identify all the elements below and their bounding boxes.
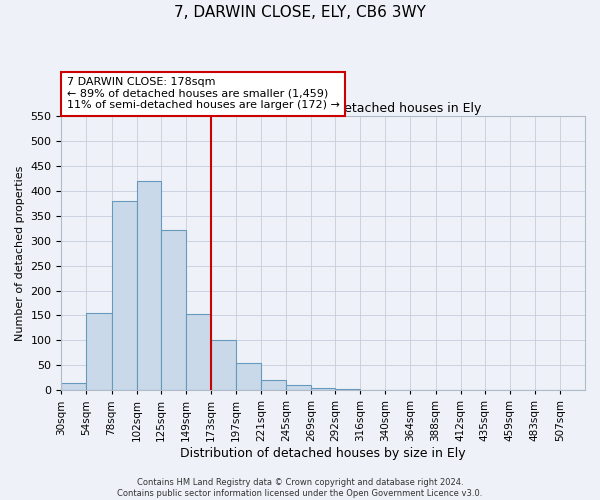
Text: 7 DARWIN CLOSE: 178sqm
← 89% of detached houses are smaller (1,459)
11% of semi-: 7 DARWIN CLOSE: 178sqm ← 89% of detached…	[67, 77, 340, 110]
Bar	[211, 340, 236, 390]
Bar	[61, 383, 86, 390]
X-axis label: Distribution of detached houses by size in Ely: Distribution of detached houses by size …	[181, 447, 466, 460]
Text: Contains HM Land Registry data © Crown copyright and database right 2024.
Contai: Contains HM Land Registry data © Crown c…	[118, 478, 482, 498]
Bar	[186, 314, 211, 390]
Y-axis label: Number of detached properties: Number of detached properties	[15, 166, 25, 341]
Bar	[137, 181, 161, 390]
Title: Size of property relative to detached houses in Ely: Size of property relative to detached ho…	[165, 102, 481, 114]
Bar	[311, 388, 335, 390]
Text: 7, DARWIN CLOSE, ELY, CB6 3WY: 7, DARWIN CLOSE, ELY, CB6 3WY	[174, 5, 426, 20]
Bar	[86, 313, 112, 390]
Bar	[286, 386, 311, 390]
Bar	[236, 363, 261, 390]
Bar	[261, 380, 286, 390]
Bar	[112, 200, 137, 390]
Bar	[161, 230, 186, 390]
